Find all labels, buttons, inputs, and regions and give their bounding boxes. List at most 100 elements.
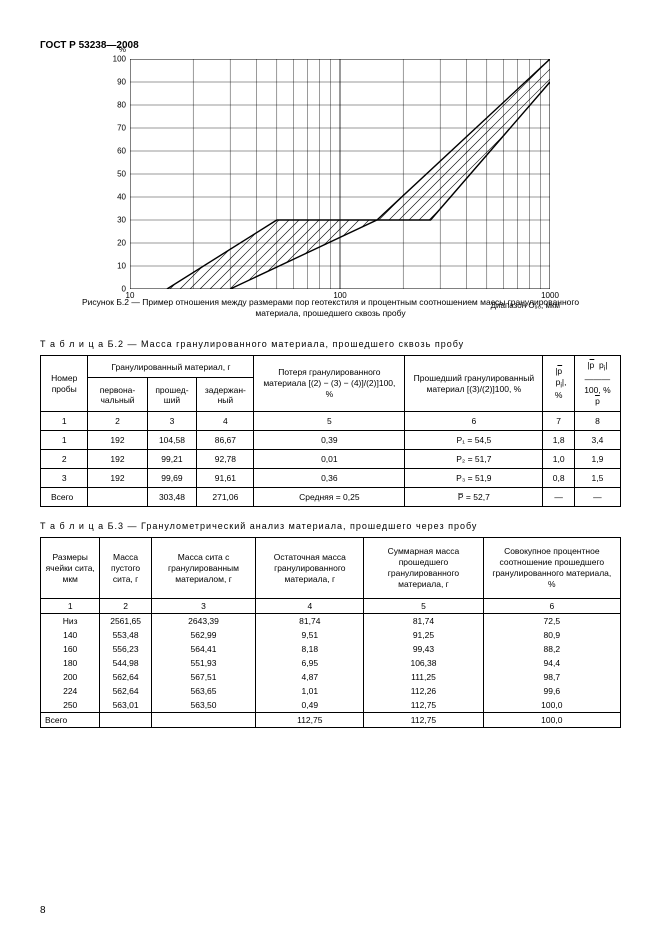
data-cell: 94,4 xyxy=(483,656,620,670)
th-rel-dev: |p pi|——— 100, %p xyxy=(574,356,620,412)
data-cell: 72,5 xyxy=(483,614,620,629)
data-cell: 1,9 xyxy=(574,450,620,469)
data-cell: P₂ = 51,7 xyxy=(405,450,543,469)
data-cell: 563,50 xyxy=(151,698,255,713)
index-cell: 3 xyxy=(147,412,197,431)
data-cell: 556,23 xyxy=(100,642,151,656)
th-abs-dev: |p pi|, % xyxy=(543,356,574,412)
data-cell: 99,6 xyxy=(483,684,620,698)
data-cell: 562,64 xyxy=(100,670,151,684)
data-cell: 564,41 xyxy=(151,642,255,656)
header-cell: Масса сита с гранулированным материалом,… xyxy=(151,538,255,599)
table-row: 224562,64563,651,01112,2699,6 xyxy=(41,684,621,698)
data-cell: 91,61 xyxy=(197,469,254,488)
table-b2-index-row: 12345678 xyxy=(41,412,621,431)
data-cell: 88,2 xyxy=(483,642,620,656)
x-tick: 1000 xyxy=(541,289,559,300)
x-tick: 100 xyxy=(333,289,346,300)
table-b3-total-row: Всего112,75112,75100,0 xyxy=(41,713,621,728)
data-cell: 250 xyxy=(41,698,100,713)
data-cell: P₁ = 54,5 xyxy=(405,431,543,450)
index-cell: 8 xyxy=(574,412,620,431)
y-tick: 60 xyxy=(117,147,130,156)
y-tick: 100 xyxy=(113,55,130,64)
y-tick: 20 xyxy=(117,239,130,248)
y-tick: 30 xyxy=(117,216,130,225)
data-cell: 99,69 xyxy=(147,469,197,488)
index-cell: 5 xyxy=(254,412,405,431)
table-row: 1192104,5886,670,39P₁ = 54,51,83,4 xyxy=(41,431,621,450)
y-tick: 90 xyxy=(117,78,130,87)
table-b3: Размеры ячейки сита, мкмМасса пустого си… xyxy=(40,537,621,728)
total-cell xyxy=(88,488,147,507)
data-cell: 99,21 xyxy=(147,450,197,469)
index-cell: 2 xyxy=(88,412,147,431)
table-row: 140553,48562,999,5191,2580,9 xyxy=(41,628,621,642)
data-cell: 562,99 xyxy=(151,628,255,642)
table-b3-index-row: 123456 xyxy=(41,599,621,614)
table-b2-total-row: Всего303,48271,06Средняя = 0,25P̅ = 52,7… xyxy=(41,488,621,507)
data-cell: 553,48 xyxy=(100,628,151,642)
total-cell: 112,75 xyxy=(256,713,364,728)
total-cell: P̅ = 52,7 xyxy=(405,488,543,507)
data-cell: Низ xyxy=(41,614,100,629)
data-cell: 99,43 xyxy=(364,642,483,656)
data-cell: P₃ = 51,9 xyxy=(405,469,543,488)
table-b2-title: Т а б л и ц а Б.2 — Масса гранулированно… xyxy=(40,339,621,349)
index-cell: 7 xyxy=(543,412,574,431)
table-row: 319299,6991,610,36P₃ = 51,90,81,5 xyxy=(41,469,621,488)
table-row: 250563,01563,500,49112,75100,0 xyxy=(41,698,621,713)
header-cell: Суммарная масса прошедшего гранулированн… xyxy=(364,538,483,599)
y-tick: 80 xyxy=(117,101,130,110)
data-cell: 1,8 xyxy=(543,431,574,450)
data-cell: 192 xyxy=(88,450,147,469)
table-row: 180544,98551,936,95106,3894,4 xyxy=(41,656,621,670)
data-cell: 6,95 xyxy=(256,656,364,670)
data-cell: 9,51 xyxy=(256,628,364,642)
data-cell: 0,8 xyxy=(543,469,574,488)
data-cell: 1,01 xyxy=(256,684,364,698)
index-cell: 1 xyxy=(41,599,100,614)
data-cell: 4,87 xyxy=(256,670,364,684)
data-cell: 562,64 xyxy=(100,684,151,698)
x-tick: 10 xyxy=(126,289,135,300)
data-cell: 0,49 xyxy=(256,698,364,713)
data-cell: 160 xyxy=(41,642,100,656)
data-cell: 106,38 xyxy=(364,656,483,670)
index-cell: 1 xyxy=(41,412,88,431)
y-tick: 70 xyxy=(117,124,130,133)
data-cell: 104,58 xyxy=(147,431,197,450)
y-tick: 10 xyxy=(117,262,130,271)
data-cell: 112,75 xyxy=(364,698,483,713)
total-cell: Средняя = 0,25 xyxy=(254,488,405,507)
total-cell: — xyxy=(543,488,574,507)
y-axis-label: % xyxy=(119,45,130,54)
data-cell: 2561,65 xyxy=(100,614,151,629)
header-cell: Остаточная масса гранулированного матери… xyxy=(256,538,364,599)
data-cell: 100,0 xyxy=(483,698,620,713)
data-cell: 544,98 xyxy=(100,656,151,670)
data-cell: 98,7 xyxy=(483,670,620,684)
data-cell: 3,4 xyxy=(574,431,620,450)
data-cell: 80,9 xyxy=(483,628,620,642)
table-row: Низ2561,652643,3981,7481,7472,5 xyxy=(41,614,621,629)
data-cell: 2643,39 xyxy=(151,614,255,629)
data-cell: 0,36 xyxy=(254,469,405,488)
table-row: 219299,2192,780,01P₂ = 51,71,01,9 xyxy=(41,450,621,469)
header-cell: Размеры ячейки сита, мкм xyxy=(41,538,100,599)
total-cell: — xyxy=(574,488,620,507)
data-cell: 140 xyxy=(41,628,100,642)
total-cell: Всего xyxy=(41,713,100,728)
data-cell: 92,78 xyxy=(197,450,254,469)
data-cell: 192 xyxy=(88,469,147,488)
th-passed: Прошедший гранулированный материал [(3)/… xyxy=(405,356,543,412)
header-cell: Масса пустого сита, г xyxy=(100,538,151,599)
total-cell: Всего xyxy=(41,488,88,507)
y-tick: 50 xyxy=(117,170,130,179)
data-cell: 567,51 xyxy=(151,670,255,684)
data-cell: 551,93 xyxy=(151,656,255,670)
data-cell: 200 xyxy=(41,670,100,684)
chart-svg xyxy=(130,59,550,289)
total-cell: 271,06 xyxy=(197,488,254,507)
data-cell: 111,25 xyxy=(364,670,483,684)
